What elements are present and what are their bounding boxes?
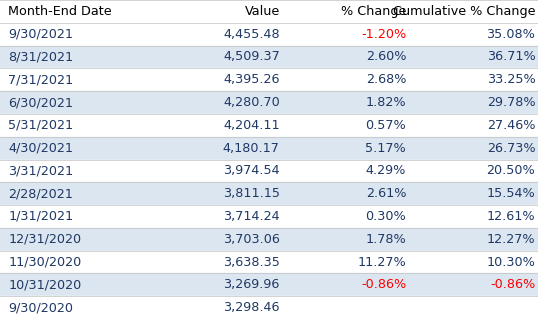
Text: Value: Value [244,5,280,18]
Bar [0,296,538,319]
Text: -0.86%: -0.86% [490,278,535,291]
Text: 2.60%: 2.60% [366,50,406,63]
Text: 26.73%: 26.73% [487,142,535,155]
Text: 27.46%: 27.46% [487,119,535,132]
Text: -1.20%: -1.20% [361,28,406,41]
Text: 0.30%: 0.30% [365,210,406,223]
Text: 33.25%: 33.25% [486,73,535,86]
Text: 15.54%: 15.54% [486,187,535,200]
Bar [0,251,538,273]
Bar [0,205,538,228]
Text: 2.61%: 2.61% [366,187,406,200]
Bar [0,23,538,46]
Text: 35.08%: 35.08% [486,28,535,41]
Text: 5/31/2021: 5/31/2021 [8,119,73,132]
Text: 3,298.46: 3,298.46 [223,301,280,314]
Text: 3,638.35: 3,638.35 [223,256,280,269]
Text: 20.50%: 20.50% [486,164,535,177]
Text: 4,395.26: 4,395.26 [223,73,280,86]
Text: 0.57%: 0.57% [365,119,406,132]
Text: 2/28/2021: 2/28/2021 [8,187,73,200]
Text: 29.78%: 29.78% [487,96,535,109]
Text: 3,703.06: 3,703.06 [223,233,280,246]
Text: 11.27%: 11.27% [357,256,406,269]
Bar [0,160,538,182]
Text: 1.82%: 1.82% [365,96,406,109]
Text: 4,455.48: 4,455.48 [223,28,280,41]
Bar [0,46,538,68]
Text: 5.17%: 5.17% [365,142,406,155]
Text: 36.71%: 36.71% [486,50,535,63]
Text: 4/30/2021: 4/30/2021 [8,142,73,155]
Text: 6/30/2021: 6/30/2021 [8,96,73,109]
Text: 9/30/2021: 9/30/2021 [8,28,73,41]
Text: 4,280.70: 4,280.70 [223,96,280,109]
Text: 3,269.96: 3,269.96 [223,278,280,291]
Text: 2.68%: 2.68% [366,73,406,86]
Text: -0.86%: -0.86% [361,278,406,291]
Text: 1/31/2021: 1/31/2021 [8,210,73,223]
Text: 11/30/2020: 11/30/2020 [8,256,81,269]
Text: 4,180.17: 4,180.17 [223,142,280,155]
Bar [0,228,538,251]
Bar [0,91,538,114]
Text: 8/31/2021: 8/31/2021 [8,50,73,63]
Text: 4,204.11: 4,204.11 [223,119,280,132]
Text: 1.78%: 1.78% [365,233,406,246]
Text: 9/30/2020: 9/30/2020 [8,301,73,314]
Bar [0,114,538,137]
Text: 4.29%: 4.29% [366,164,406,177]
Text: 3,974.54: 3,974.54 [223,164,280,177]
Bar [0,182,538,205]
Text: Cumulative % Change: Cumulative % Change [393,5,535,18]
Text: 12/31/2020: 12/31/2020 [8,233,81,246]
Text: 10/31/2020: 10/31/2020 [8,278,81,291]
Text: 12.61%: 12.61% [487,210,535,223]
Text: 10.30%: 10.30% [486,256,535,269]
Bar [0,0,538,23]
Text: Month-End Date: Month-End Date [8,5,112,18]
Bar [0,137,538,160]
Text: 12.27%: 12.27% [487,233,535,246]
Bar [0,68,538,91]
Text: 3,811.15: 3,811.15 [223,187,280,200]
Text: 4,509.37: 4,509.37 [223,50,280,63]
Text: 3,714.24: 3,714.24 [223,210,280,223]
Text: 3/31/2021: 3/31/2021 [8,164,73,177]
Text: 7/31/2021: 7/31/2021 [8,73,73,86]
Text: % Change: % Change [341,5,406,18]
Bar [0,273,538,296]
